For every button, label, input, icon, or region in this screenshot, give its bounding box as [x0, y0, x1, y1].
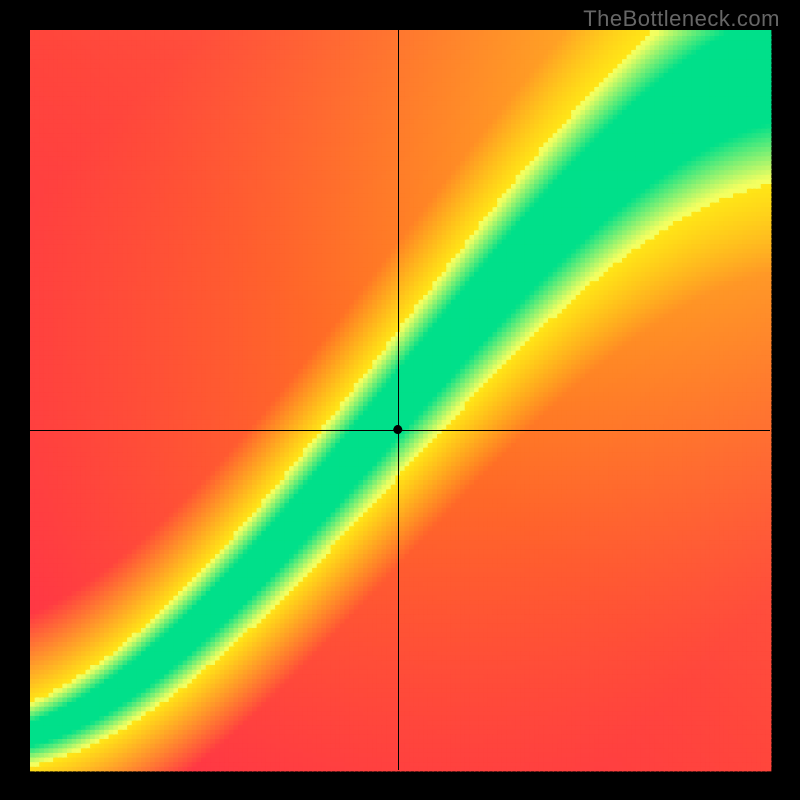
chart-container: { "watermark": { "text": "TheBottleneck.…: [0, 0, 800, 800]
bottleneck-heatmap: [0, 0, 800, 800]
watermark-text: TheBottleneck.com: [583, 6, 780, 32]
